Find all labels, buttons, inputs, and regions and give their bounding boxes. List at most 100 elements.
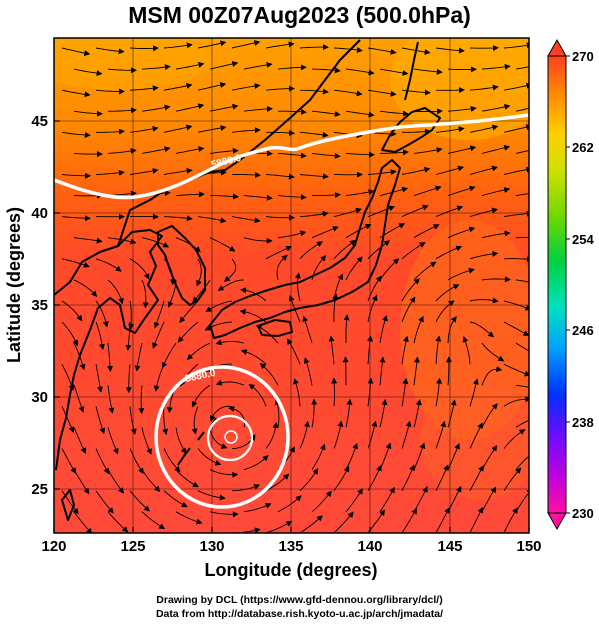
streamline-arrow: [345, 110, 375, 118]
streamline-arrow: [175, 146, 205, 154]
streamline-arrow: [61, 406, 75, 433]
streamline-arrow: [141, 146, 171, 154]
streamline-arrow: [175, 427, 187, 455]
streamline-arrow: [175, 511, 203, 525]
streamline-arrow: [515, 488, 529, 513]
streamline-arrow: [515, 150, 529, 154]
streamline-arrow: [367, 294, 378, 323]
streamline-arrow: [299, 515, 323, 533]
streamline-arrow: [299, 211, 329, 218]
streamline-arrow: [333, 239, 356, 260]
streamline-arrow: [163, 42, 193, 49]
streamline-arrow: [209, 405, 233, 422]
streamline-arrow: [503, 467, 522, 491]
streamline-arrow: [515, 384, 529, 388]
streamline-arrow: [469, 378, 479, 407]
streamline-arrow: [215, 379, 245, 386]
streamline-arrow: [108, 107, 137, 114]
streamline-arrow: [401, 296, 416, 323]
streamline-arrow: [61, 258, 90, 268]
streamline-arrow: [129, 168, 159, 175]
streamline-arrow: [503, 256, 529, 263]
streamline-arrow: [197, 82, 227, 91]
streamline-arrow: [209, 237, 236, 252]
streamline-arrow: [503, 210, 529, 218]
streamline-arrow: [469, 250, 499, 260]
colorbar-tick-label: 262: [572, 140, 594, 155]
streamline-arrow: [95, 321, 105, 351]
streamline-arrow: [61, 47, 91, 57]
streamline-arrow: [515, 107, 529, 112]
streamline-arrow: [515, 193, 529, 197]
streamline-arrow: [217, 279, 245, 291]
streamline-arrow: [345, 488, 363, 513]
streamline-arrow: [299, 88, 329, 95]
streamline-arrow: [73, 151, 103, 158]
streamline-arrow: [162, 406, 168, 436]
streamline-arrow: [175, 191, 205, 198]
streamline-arrow: [231, 127, 261, 134]
streamline-arrow: [95, 47, 125, 55]
streamline-arrow: [61, 131, 91, 138]
streamline-arrow: [435, 464, 449, 491]
map-title: MSM 00Z07Aug2023 (500.0hPa): [128, 2, 471, 28]
streamline-arrow: [401, 377, 409, 407]
streamline-arrow: [367, 47, 397, 55]
streamline-arrow: [469, 297, 499, 304]
streamline-arrow: [153, 300, 165, 329]
streamline-arrow: [367, 240, 391, 260]
streamline-arrow: [61, 300, 83, 322]
streamline-arrow: [95, 532, 97, 533]
streamline-arrow: [302, 315, 313, 344]
streamline-arrow: [61, 490, 79, 515]
streamline-arrow: [274, 398, 281, 428]
colorbar-body: [547, 55, 567, 514]
streamline-arrow: [277, 230, 307, 239]
streamline-arrow: [107, 343, 114, 372]
streamline-arrow: [481, 366, 503, 386]
x-axis-label: Longitude (degrees): [204, 560, 377, 580]
streamline-arrow: [177, 321, 199, 343]
streamline-arrow: [435, 507, 450, 533]
streamline-arrow: [413, 147, 443, 154]
streamline-arrow: [447, 185, 476, 197]
streamline-arrow: [413, 224, 440, 239]
streamline-arrow: [331, 377, 338, 407]
streamline-arrow: [503, 507, 518, 533]
streamline-arrow: [107, 427, 119, 455]
streamline-arrow: [240, 287, 267, 302]
streamline-arrow: [125, 321, 132, 351]
streamline-arrow: [141, 427, 152, 455]
warm-patch: [54, 38, 210, 90]
streamline-arrow: [469, 45, 499, 52]
streamline-arrow: [243, 237, 273, 244]
streamline-arrow: [209, 511, 239, 518]
y-tick-label: 40: [31, 205, 48, 222]
streamline-arrow: [192, 279, 211, 303]
contour-ring-typhoon-outer: [154, 365, 290, 509]
streamline-arrow: [209, 147, 239, 154]
streamline-arrow: [163, 167, 193, 175]
streamline-arrow: [61, 215, 91, 222]
streamline-arrow: [379, 68, 409, 76]
coastline-korea: [157, 225, 206, 306]
streamline-arrow: [401, 166, 431, 175]
x-tick-label: 125: [120, 538, 145, 555]
streamline-arrow: [401, 420, 412, 449]
streamline-arrow: [255, 324, 279, 344]
x-tick-labels: 120 125 130 135 140 145 150: [41, 538, 541, 555]
streamline-arrow: [175, 61, 205, 70]
streamline-arrow: [163, 532, 166, 533]
streamline-arrow: [231, 216, 261, 224]
streamline-arrow: [243, 105, 273, 112]
streamline-arrow: [61, 89, 91, 98]
streamline-arrow: [231, 83, 261, 91]
streamline-arrow: [447, 226, 476, 239]
y-tick-labels: 25 30 35 40 45: [31, 113, 48, 498]
streamline-arrow: [277, 194, 307, 201]
streamline-arrow: [435, 335, 442, 365]
streamline-arrow: [367, 89, 397, 97]
streamline-arrow: [379, 314, 388, 344]
streamline-arrow: [107, 237, 137, 245]
